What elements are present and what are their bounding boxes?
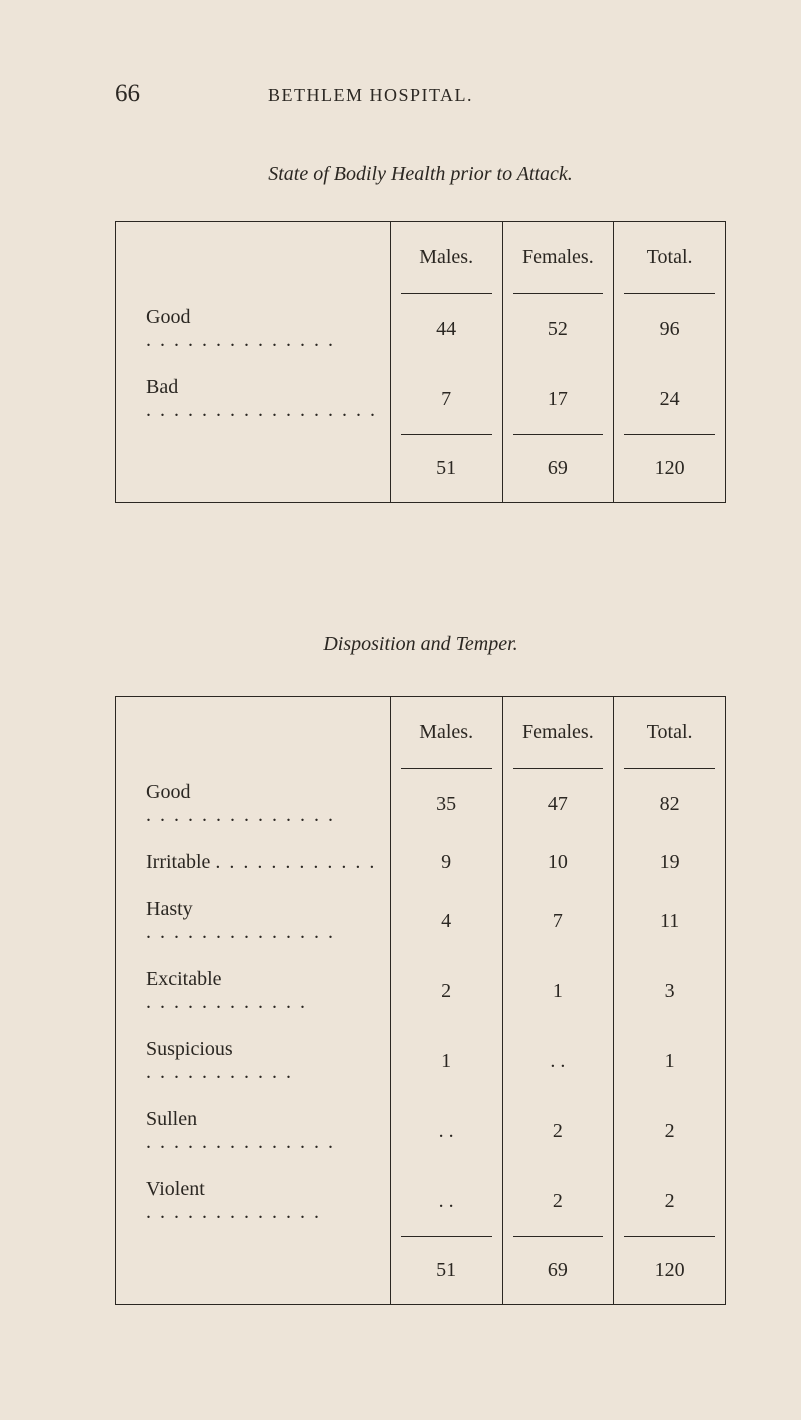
table-row: Sullen . . . . . . . . . . . . . . . . 2… [116,1096,726,1166]
table-row: Good . . . . . . . . . . . . . . 44 52 9… [116,294,726,364]
cell-females: 2 [502,1166,614,1236]
col-header-males: Males. [390,697,502,769]
total-males: 51 [390,1237,502,1305]
cell-total: 2 [614,1166,726,1236]
cell-females: 52 [502,294,614,364]
row-label: Good [146,306,190,328]
cell-total: 1 [614,1026,726,1096]
cell-total: 24 [614,364,726,434]
total-males: 51 [390,435,502,503]
leader-dots: . . . . . . . . . . . . [146,991,307,1014]
cell-females: 1 [502,956,614,1026]
leader-dots: . . . . . . . . . . . . . . [146,329,335,352]
cell-males: 2 [390,956,502,1026]
total-total: 120 [614,1237,726,1305]
leader-dots: . . . . . . . . . . . . [215,851,376,874]
cell-females: 10 [502,839,614,886]
cell-females: 17 [502,364,614,434]
row-label: Excitable [146,968,222,990]
table1-title: State of Bodily Health prior to Attack. [115,163,726,186]
page-number: 66 [115,80,140,108]
table-row: Hasty . . . . . . . . . . . . . . 4 7 11 [116,886,726,956]
row-label: Irritable [146,851,210,873]
cell-total: 3 [614,956,726,1026]
table-health: Males. Females. Total. Good . . . . . . … [115,221,726,503]
leader-dots: . . . . . . . . . . . . . . [146,1131,335,1154]
cell-females: . . [502,1026,614,1096]
cell-total: 96 [614,294,726,364]
leader-dots: . . . . . . . . . . . . . . [146,921,335,944]
row-label: Sullen [146,1108,197,1130]
row-label: Suspicious [146,1038,233,1060]
table1-header-row: Males. Females. Total. [116,222,726,294]
col-header-total: Total. [614,222,726,294]
running-header: BETHLEM HOSPITAL. [268,85,473,106]
page-header: 66 BETHLEM HOSPITAL. [115,80,726,108]
cell-males: 4 [390,886,502,956]
col-header-females: Females. [502,697,614,769]
total-females: 69 [502,1237,614,1305]
total-females: 69 [502,435,614,503]
table-row: Irritable . . . . . . . . . . . . 9 10 1… [116,839,726,886]
leader-dots: . . . . . . . . . . . [146,1061,293,1084]
cell-males: 1 [390,1026,502,1096]
cell-total: 2 [614,1096,726,1166]
cell-males: 44 [390,294,502,364]
col-header-males: Males. [390,222,502,294]
cell-total: 19 [614,839,726,886]
table-row: Violent . . . . . . . . . . . . . . . 2 … [116,1166,726,1236]
cell-males: 35 [390,769,502,839]
table2-header-row: Males. Females. Total. [116,697,726,769]
cell-females: 7 [502,886,614,956]
leader-dots: . . . . . . . . . . . . . . . . . [146,399,377,422]
cell-males: . . [390,1096,502,1166]
cell-females: 2 [502,1096,614,1166]
table2-total-row: 51 69 120 [116,1237,726,1305]
cell-males: 7 [390,364,502,434]
leader-dots: . . . . . . . . . . . . . . [146,804,335,827]
total-total: 120 [614,435,726,503]
row-label: Hasty [146,898,193,920]
cell-total: 11 [614,886,726,956]
cell-total: 82 [614,769,726,839]
leader-dots: . . . . . . . . . . . . . [146,1201,321,1224]
table-disposition: Males. Females. Total. Good . . . . . . … [115,696,726,1305]
cell-males: 9 [390,839,502,886]
table-row: Excitable . . . . . . . . . . . . 2 1 3 [116,956,726,1026]
table2-title: Disposition and Temper. [115,633,726,656]
table-row: Good . . . . . . . . . . . . . . 35 47 8… [116,769,726,839]
row-label: Violent [146,1178,205,1200]
cell-females: 47 [502,769,614,839]
table-row: Bad . . . . . . . . . . . . . . . . . 7 … [116,364,726,434]
table-row: Suspicious . . . . . . . . . . . 1 . . 1 [116,1026,726,1096]
cell-males: . . [390,1166,502,1236]
row-label: Bad [146,376,178,398]
col-header-females: Females. [502,222,614,294]
table1-total-row: 51 69 120 [116,435,726,503]
col-header-total: Total. [614,697,726,769]
row-label: Good [146,781,190,803]
